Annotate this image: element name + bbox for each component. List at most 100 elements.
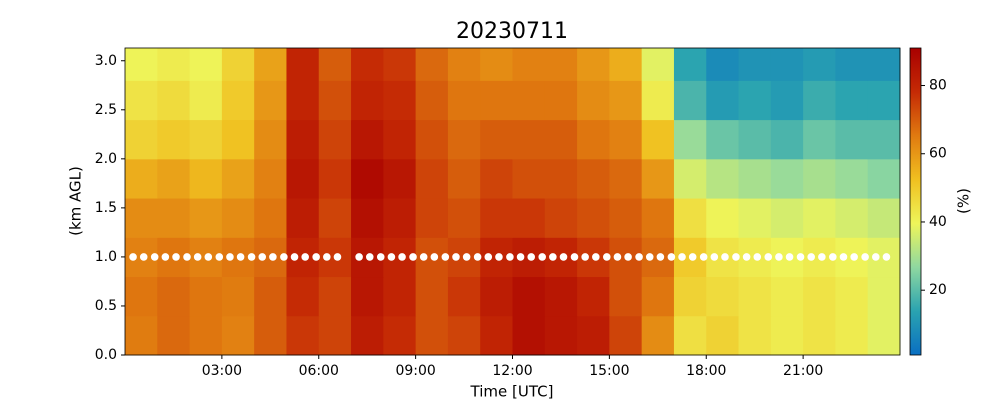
heat-cell (835, 315, 869, 356)
heat-cell (415, 276, 449, 317)
colorbar-tick-label: 60 (929, 146, 947, 162)
heat-cell (512, 80, 546, 121)
heat-cell (512, 276, 546, 317)
heat-cell (254, 119, 287, 160)
heat-cell (286, 198, 320, 238)
heat-cell (189, 80, 223, 121)
heat-cell (577, 315, 610, 356)
heat-cell (125, 198, 158, 238)
heat-cell (867, 198, 901, 238)
marker (516, 253, 525, 261)
marker (269, 253, 277, 261)
heat-cell (157, 315, 191, 356)
heat-cell (512, 119, 546, 160)
heat-cell (641, 198, 675, 238)
heat-cell (286, 48, 320, 81)
y-tick-label: 1.5 (95, 200, 117, 216)
heat-cell (286, 276, 320, 317)
heat-cell (673, 315, 707, 356)
marker (129, 253, 137, 261)
heat-cell (286, 158, 320, 199)
heat-cell (254, 48, 287, 81)
heat-cell (770, 119, 804, 160)
heat-cell (189, 315, 223, 356)
heat-cell (803, 315, 836, 356)
heat-cell (125, 80, 158, 121)
heat-cell (318, 276, 352, 317)
heat-cell (803, 48, 836, 81)
marker (409, 253, 417, 261)
heat-cell (415, 315, 449, 356)
marker (204, 253, 213, 261)
x-axis-label: Time [UTC] (470, 383, 554, 401)
heat-cell (641, 276, 675, 317)
marker (624, 253, 632, 261)
heat-cell (254, 158, 287, 199)
heat-cell (641, 80, 675, 121)
marker (462, 253, 471, 261)
heat-cell (544, 119, 578, 160)
marker (559, 253, 568, 261)
heat-cell (189, 48, 223, 81)
heat-cell (447, 198, 481, 238)
marker (850, 253, 858, 261)
marker (473, 253, 482, 261)
marker (247, 253, 256, 261)
heat-cell (221, 48, 255, 81)
marker (323, 253, 331, 261)
heat-cell (609, 276, 643, 317)
x-tick-label: 15:00 (589, 363, 629, 379)
marker (549, 253, 557, 261)
marker (602, 253, 611, 261)
heat-cell (803, 198, 836, 238)
heat-cell (125, 276, 158, 317)
marker (871, 253, 880, 261)
heat-cell (577, 119, 610, 160)
heat-cell (867, 119, 901, 160)
heat-cell (480, 48, 513, 81)
heat-cell (641, 119, 675, 160)
marker (807, 253, 815, 261)
heat-cell (609, 315, 643, 356)
marker (721, 253, 729, 261)
heat-cell (706, 48, 740, 81)
heat-cell (867, 315, 901, 356)
marker (710, 253, 719, 261)
heat-cell (512, 48, 546, 81)
marker (753, 253, 762, 261)
heat-cell (803, 119, 836, 160)
colorbar-label: (%) (955, 188, 973, 214)
heat-cell (318, 198, 352, 238)
marker (280, 253, 288, 261)
heat-cell (544, 80, 578, 121)
heat-cell (351, 80, 384, 121)
marker (258, 253, 267, 261)
marker (215, 253, 224, 261)
heat-cell (189, 276, 223, 317)
heat-cell (544, 198, 578, 238)
heat-cell (221, 315, 255, 356)
heat-cell (577, 276, 610, 317)
colorbar-tick-label: 20 (929, 282, 947, 298)
marker (742, 253, 751, 261)
x-tick-label: 18:00 (686, 363, 726, 379)
heat-cell (770, 315, 804, 356)
heat-cell (125, 158, 158, 199)
marker (193, 253, 202, 261)
heat-cell (383, 158, 417, 199)
heat-cell (867, 80, 901, 121)
heat-cell (221, 119, 255, 160)
heat-cell (512, 158, 546, 199)
heat-cell (609, 119, 643, 160)
heat-cell (770, 158, 804, 199)
heat-cell (770, 198, 804, 238)
heat-cell (738, 119, 772, 160)
heat-cell (318, 119, 352, 160)
marker (839, 253, 848, 261)
colorbar-tick-label: 40 (929, 214, 947, 230)
heat-cell (415, 198, 449, 238)
heat-cell (351, 119, 384, 160)
heat-cell (351, 276, 384, 317)
marker (290, 253, 299, 261)
